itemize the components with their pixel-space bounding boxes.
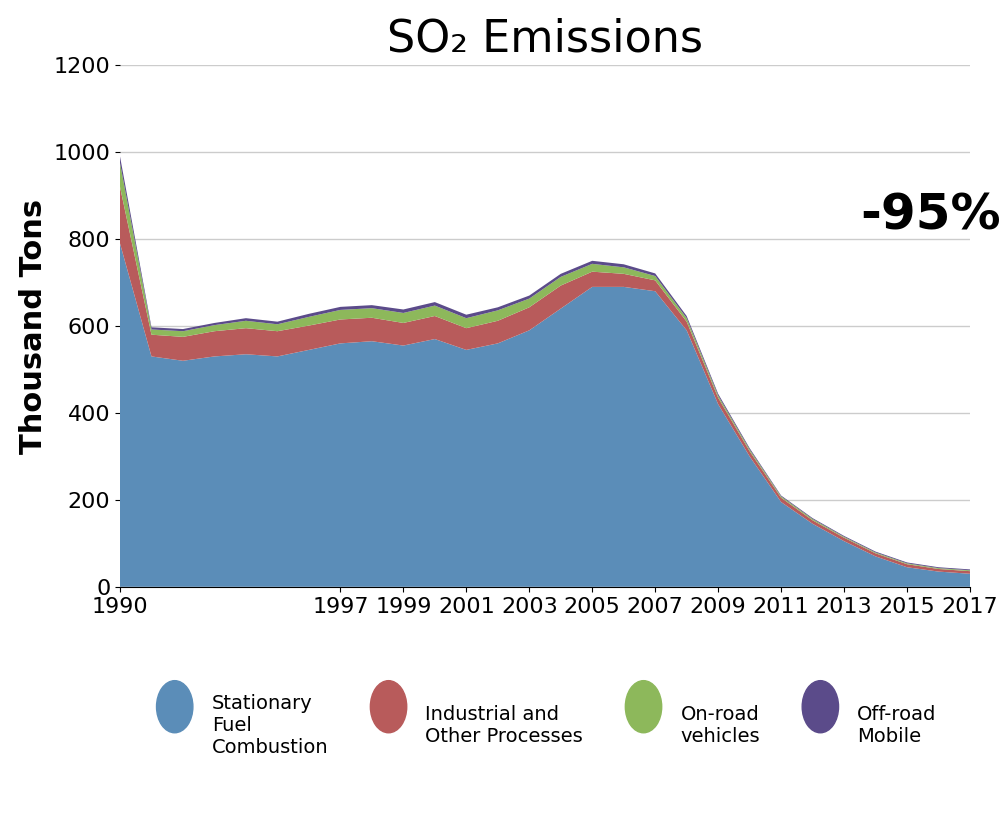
- Legend: Stationary
Fuel
Combustion, Industrial and
Other Processes, On-road
vehicles, Of: Stationary Fuel Combustion, Industrial a…: [134, 675, 956, 777]
- Text: -95%: -95%: [860, 192, 1000, 239]
- Title: SO₂ Emissions: SO₂ Emissions: [387, 17, 703, 60]
- Y-axis label: Thousand Tons: Thousand Tons: [19, 198, 48, 454]
